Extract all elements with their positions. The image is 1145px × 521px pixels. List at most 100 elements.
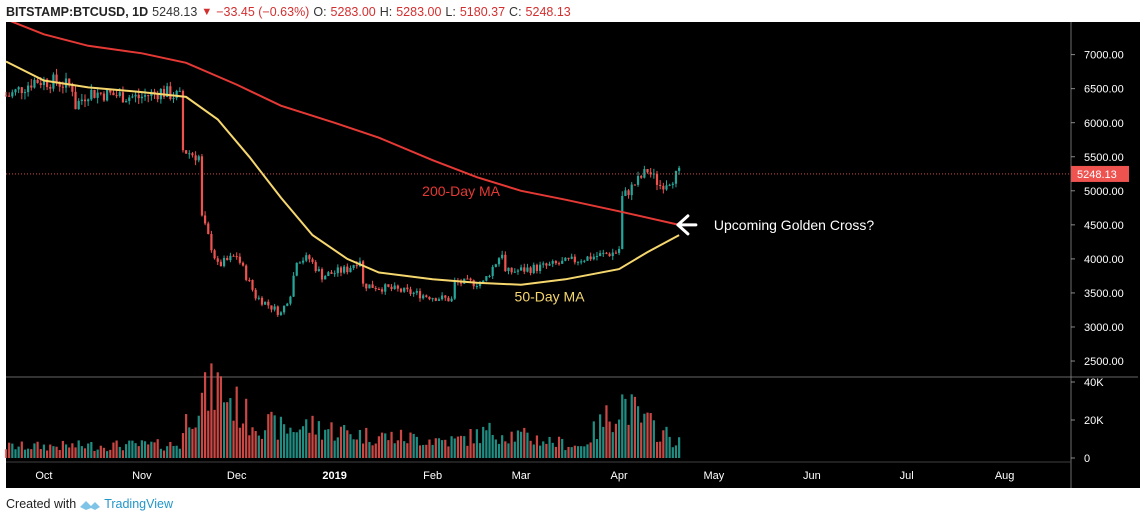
volume-bar (646, 412, 649, 458)
volume-bar (611, 432, 614, 458)
high-label: H: (379, 5, 393, 19)
volume-bar (497, 443, 501, 458)
volume-bar (608, 421, 611, 458)
volume-bar (194, 427, 197, 458)
volume-bar (599, 414, 602, 458)
candle-body (134, 94, 137, 97)
plot-background (6, 22, 1140, 488)
volume-bar (554, 446, 557, 458)
candle-body (102, 93, 106, 101)
volume-bar (112, 442, 115, 458)
candle-body (501, 254, 504, 259)
volume-bar (150, 441, 153, 458)
volume-bar (504, 441, 507, 458)
volume-bar (131, 440, 134, 458)
volume-bar (20, 441, 23, 458)
tradingview-brand[interactable]: TradingView (104, 497, 173, 511)
tradingview-logo-icon (80, 501, 101, 510)
volume-bar (42, 444, 46, 458)
candle-body (175, 90, 178, 99)
time-tick-label: Jun (803, 470, 821, 482)
volume-bar (368, 441, 371, 458)
time-tick-label: 2019 (322, 470, 346, 482)
volume-bar (516, 430, 520, 458)
volume-bar (387, 440, 390, 458)
volume-bar (551, 442, 554, 458)
volume-bar (282, 424, 286, 458)
candle-body (115, 95, 118, 97)
candle-body (260, 297, 264, 305)
candle-body (80, 99, 83, 102)
volume-bar (346, 430, 349, 458)
candle-body (235, 256, 238, 258)
price-tick-label: 7000.00 (1084, 50, 1124, 62)
ma50-line (5, 60, 680, 286)
volume-bar (71, 443, 74, 458)
volume-bar (118, 446, 121, 458)
volume-bar (355, 439, 358, 458)
last-price: 5248.13 (152, 5, 198, 19)
ma50-label: 50-Day MA (515, 288, 586, 304)
volume-bar (270, 411, 273, 458)
candle-body (595, 256, 599, 258)
volume-bar (232, 420, 235, 458)
symbol-label[interactable]: BITSTAMP:BTCUSD, 1D (6, 5, 149, 19)
volume-bar (425, 444, 428, 458)
down-triangle-icon: ▼ (201, 6, 213, 18)
candle-body (83, 99, 87, 102)
golden-cross-annotation: Upcoming Golden Cross? (714, 217, 875, 233)
volume-bar (248, 435, 251, 458)
price-tick-label: 5500.00 (1084, 152, 1124, 164)
candle-body (241, 262, 245, 266)
ma200-line (10, 22, 680, 226)
candle-body (441, 295, 444, 300)
volume-bar (466, 445, 469, 458)
volume-bar (510, 431, 513, 458)
candle-body (636, 176, 640, 185)
btc-price-chart[interactable]: 7000.00 6500.00 6000.00 5500.00 5000.00 4500.… (0, 22, 1145, 488)
candle-body (399, 288, 403, 292)
candle-body (14, 89, 17, 93)
volume-bar (298, 429, 302, 458)
volume-bar (406, 443, 409, 458)
volume-bar (469, 429, 472, 458)
candle-body (4, 95, 8, 97)
candle-body (488, 275, 491, 277)
volume-bar (668, 436, 671, 458)
volume-bar (166, 446, 169, 458)
candle-body (589, 256, 592, 260)
volume-bar (235, 386, 238, 458)
volume-bar (538, 445, 542, 458)
candle-body (55, 74, 58, 83)
candle-body (554, 261, 557, 264)
candle-body (229, 255, 232, 261)
candle-body (87, 99, 90, 102)
candle-body (292, 275, 295, 297)
volume-bar (200, 392, 204, 458)
candle-body (668, 184, 671, 186)
price-tick-label: 5000.00 (1084, 186, 1124, 198)
candle-body (143, 95, 147, 97)
volume-bar (365, 427, 368, 458)
volume-bar (583, 446, 586, 458)
volume-tick-label: 20K (1084, 415, 1104, 427)
volume-bar (343, 425, 346, 458)
volume-bar (147, 444, 150, 458)
volume-bar (169, 441, 172, 458)
volume-bar (441, 440, 444, 458)
volume-bar (649, 413, 652, 458)
volume-bar (662, 430, 665, 458)
candle-body (390, 286, 393, 290)
candle-body (327, 272, 330, 276)
candle-body (551, 261, 554, 264)
candle-body (219, 261, 223, 267)
candle-body (181, 90, 185, 151)
candle-body (20, 87, 23, 94)
candle-body (377, 289, 381, 291)
candle-body (232, 255, 235, 257)
candle-body (200, 156, 204, 216)
candle-body (482, 280, 485, 283)
candle-body (137, 94, 140, 99)
candle-body (330, 272, 333, 274)
candle-body (538, 264, 542, 271)
